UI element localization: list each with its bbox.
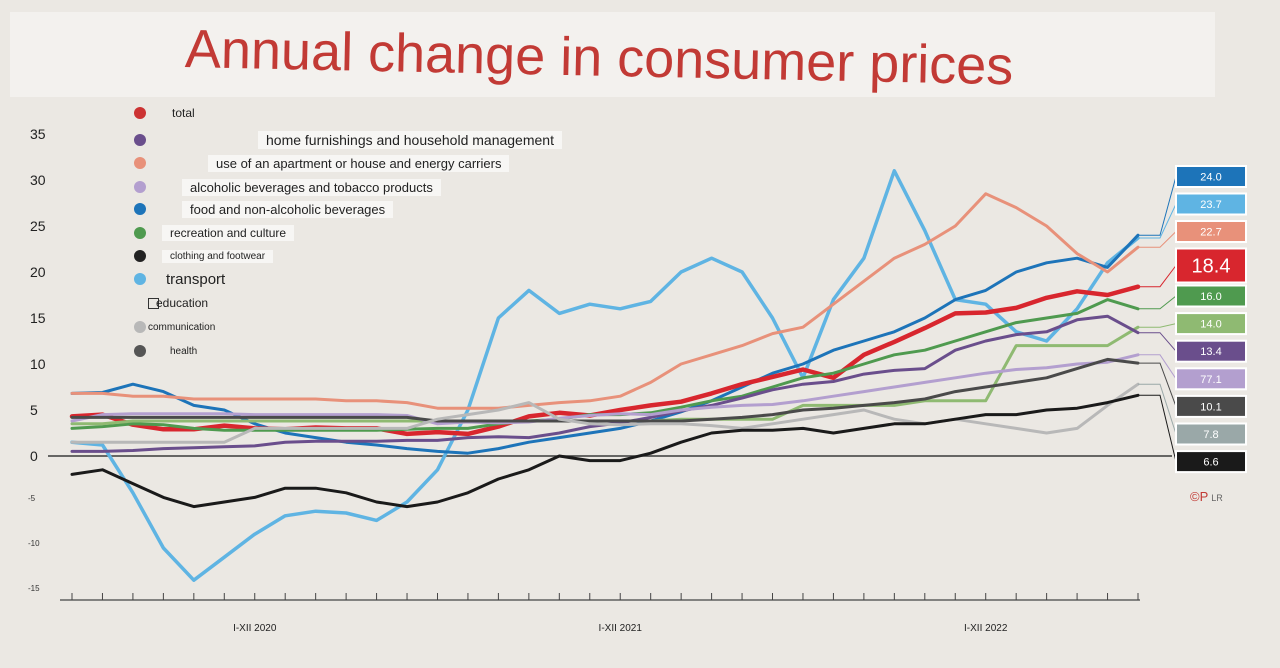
end-label-value: 18.4: [1192, 256, 1231, 278]
end-label-value: 24.0: [1200, 172, 1221, 184]
end-label-box: [1175, 422, 1247, 446]
x-period-label: I-XII 2020: [233, 623, 277, 634]
legend-item-food: food and non-alcoholic beverages: [130, 199, 710, 219]
legend-item-recreation: recreation and culture: [130, 223, 710, 243]
legend-label-education: education: [156, 296, 209, 310]
legend-label-health: health: [170, 345, 198, 357]
legend-item-apartment: use of an apartment or house and energy …: [130, 153, 710, 173]
end-label-value: 13.4: [1200, 346, 1221, 358]
end-label-connector: [1138, 323, 1177, 328]
end-label-connector: [1138, 362, 1177, 407]
end-labels: 24.0 23.7 22.7 18.4 16.0 14.0 13.4 77.1 10.1 7.8 6…: [1138, 165, 1247, 474]
series-line-alcohol: [70, 353, 1140, 426]
legend-item-communication: communication: [130, 317, 710, 337]
legend-label-recreation: recreation and culture: [162, 225, 295, 241]
y-tick-label-minor: -5: [28, 494, 36, 503]
end-label-connector: [1138, 394, 1177, 462]
y-tick-label: 20: [30, 264, 46, 280]
legend-label-communication: communication: [148, 321, 216, 333]
legend-marker-apartment: [134, 157, 146, 169]
legend-label-home: home furnishings and household managemen…: [258, 131, 562, 149]
legend-marker-transport: [134, 273, 146, 285]
legend-label-total: total: [172, 106, 195, 120]
legend-marker-clothing: [134, 250, 146, 262]
series-line-total: [69, 284, 1141, 437]
end-label-box: [1175, 312, 1247, 336]
x-period-label: I-XII 2022: [964, 623, 1008, 634]
end-label-box: [1175, 394, 1247, 418]
legend-marker-recreation: [134, 227, 146, 239]
grid-layer: 35 30 25 20 15 10 5 0 -5 -10 -15 I-XII 2020 I-XII 20…: [28, 126, 1172, 634]
series-line-health: [70, 357, 1140, 423]
series-line-apartment: [70, 192, 1140, 410]
legend-label-transport: transport: [166, 270, 226, 288]
legend-marker-education: [148, 297, 159, 309]
y-tick-label-minor: -15: [28, 584, 40, 593]
end-label-box: [1175, 367, 1247, 391]
end-label-value: 10.1: [1200, 401, 1221, 413]
y-tick-label: 35: [30, 126, 46, 142]
legend-label-clothing: clothing and footwear: [162, 249, 274, 263]
end-label-box: [1175, 450, 1247, 474]
title-band: [10, 12, 1215, 97]
end-label-box: [1175, 192, 1247, 216]
legend-item-total: total: [130, 103, 710, 123]
y-tick-label: 25: [30, 218, 46, 234]
end-label-connector: [1138, 295, 1177, 310]
end-label-value: 77.1: [1200, 374, 1221, 386]
y-tick-label: 10: [30, 356, 46, 372]
end-label-value: 22.7: [1200, 227, 1221, 239]
end-label-connector: [1138, 231, 1177, 248]
end-label-box: [1175, 165, 1247, 188]
y-tick-label: 30: [30, 172, 46, 188]
end-label-value: 14.0: [1200, 319, 1221, 331]
legend-label-apartment: use of an apartment or house and energy …: [208, 154, 510, 172]
x-period-label: I-XII 2021: [599, 623, 643, 634]
end-label-box: [1175, 284, 1247, 308]
legend-item-health: health: [130, 341, 710, 361]
legend: total home furnishings and household mana…: [130, 103, 710, 363]
end-label-box: [1175, 220, 1247, 243]
series-line-clothing: [70, 393, 1140, 509]
series-layer: [69, 169, 1141, 582]
end-label-connector: [1138, 332, 1177, 352]
legend-item-alcohol: alcoholic beverages and tobacco products: [130, 177, 710, 197]
y-tick-label: 0: [30, 448, 38, 464]
legend-marker-food: [134, 203, 146, 215]
y-tick-label: 5: [30, 402, 38, 418]
end-label-connector: [1138, 354, 1177, 380]
copyright-symbol: ©P: [1190, 489, 1209, 504]
y-tick-label-minor: -10: [28, 539, 40, 548]
legend-marker-health: [134, 345, 146, 357]
end-label-value: 16.0: [1200, 291, 1221, 303]
legend-marker-home: [134, 134, 146, 146]
legend-marker-communication: [134, 321, 146, 333]
y-tick-label: 15: [30, 310, 46, 326]
end-label-box: [1175, 247, 1247, 284]
end-label-value: 23.7: [1200, 199, 1221, 211]
legend-item-home: home furnishings and household managemen…: [130, 130, 710, 150]
legend-marker-total: [134, 107, 146, 119]
legend-marker-alcohol: [134, 181, 146, 193]
legend-item-clothing: clothing and footwear: [130, 246, 710, 266]
end-label-value: 7.8: [1203, 429, 1218, 441]
end-label-connector: [1138, 265, 1177, 288]
end-label-connector: [1138, 383, 1177, 435]
legend-item-transport: transport: [130, 269, 710, 289]
end-label-connector: [1138, 203, 1177, 239]
end-label-box: [1175, 339, 1247, 363]
series-line-communication: [70, 382, 1140, 444]
legend-label-food: food and non-alcoholic beverages: [182, 200, 394, 218]
copyright-mark: ©P LR: [1190, 489, 1223, 504]
end-label-connector: [1138, 176, 1177, 236]
legend-label-alcohol: alcoholic beverages and tobacco products: [182, 178, 441, 196]
series-line-transport: [70, 169, 1140, 582]
end-label-value: 6.6: [1203, 457, 1218, 469]
legend-item-education: education: [130, 293, 710, 313]
copyright-suffix: LR: [1211, 493, 1223, 503]
